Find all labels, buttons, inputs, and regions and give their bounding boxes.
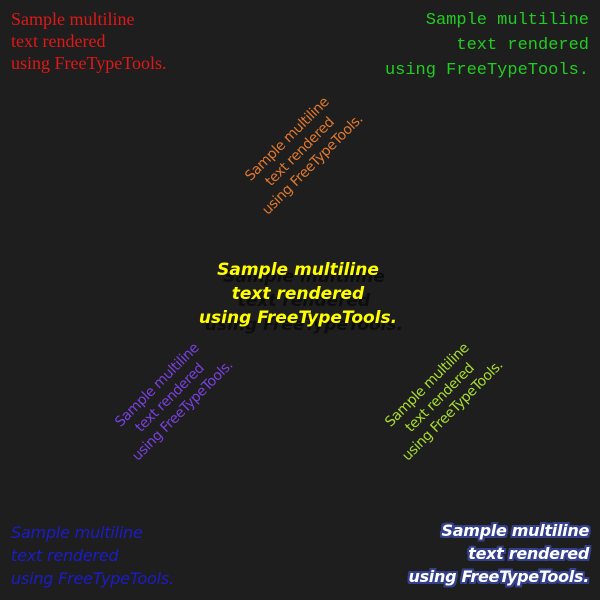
text-line: text rendered	[456, 36, 589, 55]
text-block-rotated-lime: Sample multiline text rendered using Fre…	[373, 331, 507, 465]
text-block-center: Sample multiline text rendered using Fre…	[199, 258, 397, 330]
text-line: Sample multiline	[217, 260, 379, 280]
text-block-bottom-right: Sample multiline text rendered using Fre…	[408, 519, 589, 588]
text-line: Sample multiline	[11, 9, 135, 29]
text-block-top-right: Sample multiline text rendered using Fre…	[385, 8, 589, 83]
text-block-rotated-orange: Sample multiline text rendered using Fre…	[233, 85, 367, 219]
text-line: Sample multiline	[11, 523, 143, 542]
text-line: text rendered	[11, 31, 106, 51]
text-line: Sample multiline	[441, 521, 590, 540]
text-line: text rendered	[231, 284, 365, 304]
text-line: using FreeTypeTools.	[198, 308, 398, 328]
text-line: using FreeTypeTools.	[408, 567, 589, 586]
text-line: using FreeTypeTools.	[384, 61, 589, 80]
text-line: text rendered	[468, 544, 589, 563]
text-block-rotated-purple: Sample multiline text rendered using Fre…	[103, 331, 237, 465]
text-line: Sample multiline	[425, 11, 589, 30]
text-block-top-left: Sample multiline text rendered using Fre…	[11, 8, 166, 74]
text-line: using FreeTypeTools.	[11, 53, 167, 73]
text-line: using FreeTypeTools.	[11, 569, 174, 588]
text-line: text rendered	[11, 546, 119, 565]
text-block-bottom-left: Sample multiline text rendered using Fre…	[11, 521, 174, 590]
